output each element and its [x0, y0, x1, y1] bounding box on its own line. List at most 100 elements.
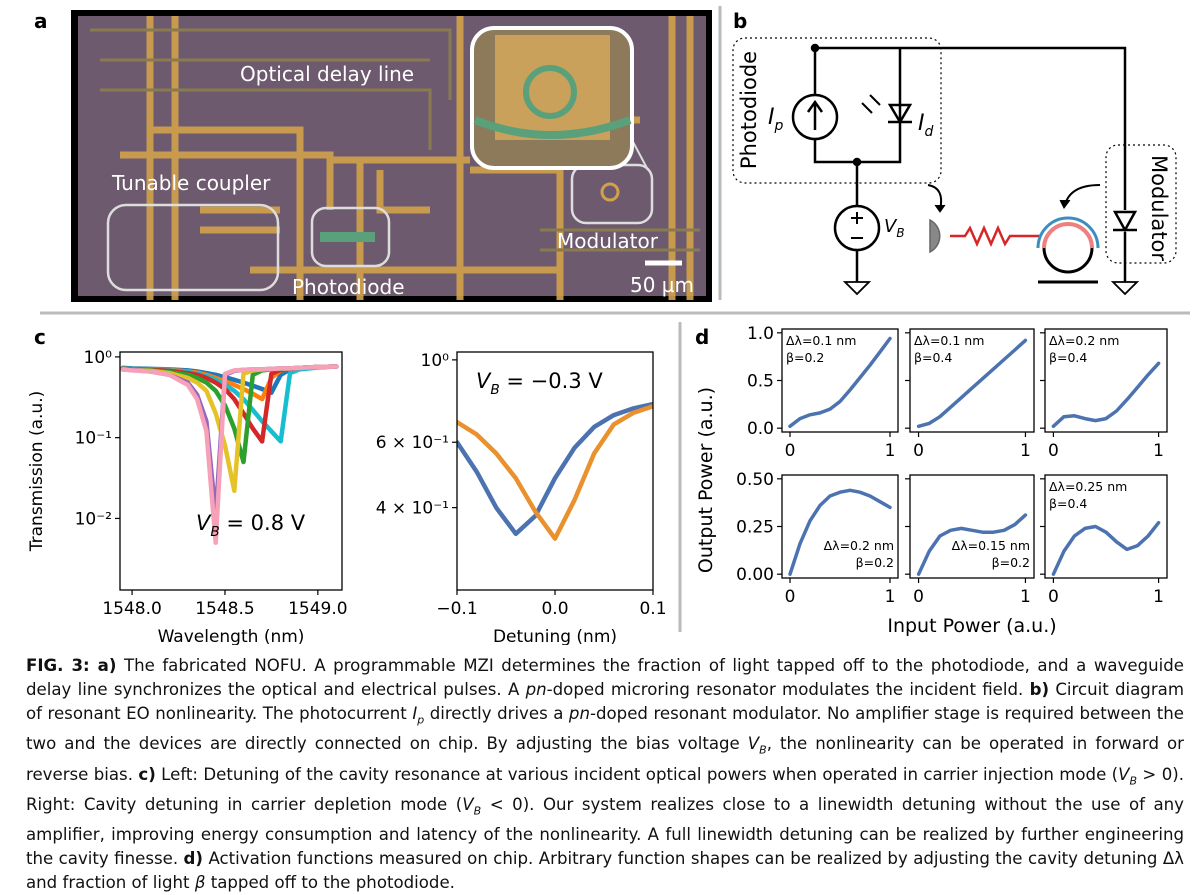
symbol-main: V [884, 216, 898, 237]
caption-run: d) [183, 849, 204, 869]
x-tick-label: 1 [1153, 587, 1164, 607]
annotation: Δλ=0.1 nm [786, 333, 856, 348]
panel-label: a [34, 9, 48, 33]
caption-run: , the nonlinearity can be operated in fo… [26, 734, 1184, 784]
caption-run: Activation functions measured on chip. A… [26, 849, 1184, 893]
annotation: Δλ=0.25 nm [1049, 479, 1127, 494]
annotation: β=0.4 [1049, 350, 1087, 365]
plot-frame [119, 351, 343, 591]
x-tick-label: 1 [885, 587, 896, 607]
circuit [732, 37, 1177, 296]
y-tick-label: 6 × 10⁻¹ [376, 433, 449, 453]
symbol-main: I [918, 111, 925, 136]
caption-run: V [462, 794, 474, 814]
data-line [916, 513, 1028, 576]
y-tick-label: 0.25 [736, 518, 774, 538]
caption-run: V [1118, 764, 1130, 784]
caption-run: I [412, 704, 418, 723]
caption-run: Left: Detuning of the cavity resonance a… [155, 764, 1119, 784]
symbol-sub: d [925, 124, 934, 140]
x-tick-label: 0 [785, 441, 796, 461]
annotation: β=0.4 [1049, 496, 1087, 511]
x-tick-label: 0 [785, 587, 796, 607]
micrograph [71, 10, 712, 302]
caption-run: -doped microring resonator modulates the… [546, 680, 1030, 699]
caption-run: -doped resonant modulator. No amplifier … [26, 704, 1185, 754]
x-tick-label: 1 [1020, 441, 1031, 461]
x-tick-label: 0 [913, 441, 924, 461]
caption-run: B [473, 804, 482, 818]
caption-run: pn [568, 704, 590, 723]
y-tick-label: 10⁰ [84, 348, 113, 368]
chart: −0.1 0.0 0.1 10⁰ 6 × 10⁻¹ 4 × 10⁻¹ Detuning (n… [376, 351, 667, 645]
annotation: β=0.2 [856, 555, 894, 570]
data-line [788, 488, 892, 576]
caption-run: tapped off to the photodiode. [205, 873, 455, 893]
annotation-symbol: V [476, 369, 492, 393]
x-tick-label: 1 [1153, 441, 1164, 461]
data-line [120, 364, 339, 545]
x-tick-label: 1548.0 [102, 599, 161, 619]
x-tick-label: −0.1 [436, 599, 477, 619]
symbol-sub: B [896, 226, 904, 240]
x-tick-label: 0.0 [541, 599, 568, 619]
chart: 1548.0 1548.5 1549.0 10⁰ 10⁻¹ 10⁻² Wavelength … [27, 348, 348, 645]
caption-run: directly drives a [424, 704, 569, 723]
annotation-sub: B [490, 382, 499, 398]
caption-run: Circuit diagram of resonant EO nonlinear… [26, 680, 1185, 723]
x-tick-label: 0 [1048, 441, 1059, 461]
annotation: β=0.2 [992, 555, 1030, 570]
x-tick-label: 0 [1048, 587, 1059, 607]
caption-run: The fabricated NOFU. A programmable MZI … [26, 656, 1184, 699]
y-tick-label: 1.0 [747, 324, 774, 344]
caption-run: < 0). Our system realizes close to a lin… [26, 794, 1184, 869]
axis-label: Wavelength (nm) [158, 627, 305, 645]
annotation-sub: B [210, 524, 219, 540]
annotation-text: = 0.8 V [220, 511, 306, 535]
axis-label: Input Power (a.u.) [887, 615, 1056, 637]
annotation-text: = −0.3 V [500, 369, 604, 393]
panel-label: b [733, 9, 747, 33]
caption: FIG. 3: a) The fabricated NOFU. A progra… [26, 654, 1184, 895]
caption-run: V [747, 734, 760, 754]
x-tick-label: 0 [913, 587, 924, 607]
symbol: Ip [768, 105, 784, 134]
chart: 0 1 0.0 0.5 1.0 Δλ=0.1 nm β=0.2 [747, 324, 899, 461]
chart: 0 1 Δλ=0.15 nm β=0.2 [905, 474, 1035, 607]
x-tick-label: 1548.5 [195, 599, 254, 619]
symbol-main: I [768, 105, 775, 130]
box-label: Photodiode [737, 51, 761, 169]
annotation-symbol: V [196, 511, 212, 535]
x-tick-label: 1 [885, 441, 896, 461]
annotation: Δλ=0.2 nm [824, 538, 894, 553]
caption-run: p [417, 713, 425, 727]
y-tick-label: 0.00 [736, 565, 774, 585]
y-tick-label: 0.5 [747, 372, 774, 392]
annotation: VB = −0.3 V [476, 369, 603, 398]
box-label: Modulator [1147, 155, 1171, 261]
caption-run: c) [138, 764, 156, 784]
data-line [788, 336, 892, 429]
y-tick-label: 0.0 [747, 419, 774, 439]
caption-run: B [1129, 773, 1138, 787]
x-tick-label: 1549.0 [288, 599, 347, 619]
x-tick-label: 1 [1020, 587, 1031, 607]
axis-label: Detuning (nm) [493, 627, 617, 645]
annotation: β=0.2 [786, 350, 824, 365]
caption-run: b) [1029, 680, 1050, 699]
y-tick-label: 4 × 10⁻¹ [376, 499, 449, 519]
chart: 0 1 Δλ=0.2 nm β=0.4 [1040, 328, 1168, 461]
caption-run: pn [525, 680, 547, 699]
caption-run: > 0). Right: Cavity detuning in carrier … [26, 764, 1185, 814]
micrograph-label: Photodiode [292, 275, 405, 299]
chart: 0 1 Δλ=0.25 nm β=0.4 [1040, 474, 1168, 607]
data-line [1051, 520, 1161, 576]
caption-run: FIG. 3: a) [26, 656, 117, 675]
x-tick-label: 0.1 [639, 599, 666, 619]
y-tick-label: 0.50 [736, 470, 774, 490]
caption-run: β [194, 873, 206, 893]
symbol: Id [918, 111, 934, 140]
y-tick-label: 10⁻² [75, 509, 112, 529]
annotation: β=0.4 [914, 350, 952, 365]
data-line [1051, 361, 1161, 429]
